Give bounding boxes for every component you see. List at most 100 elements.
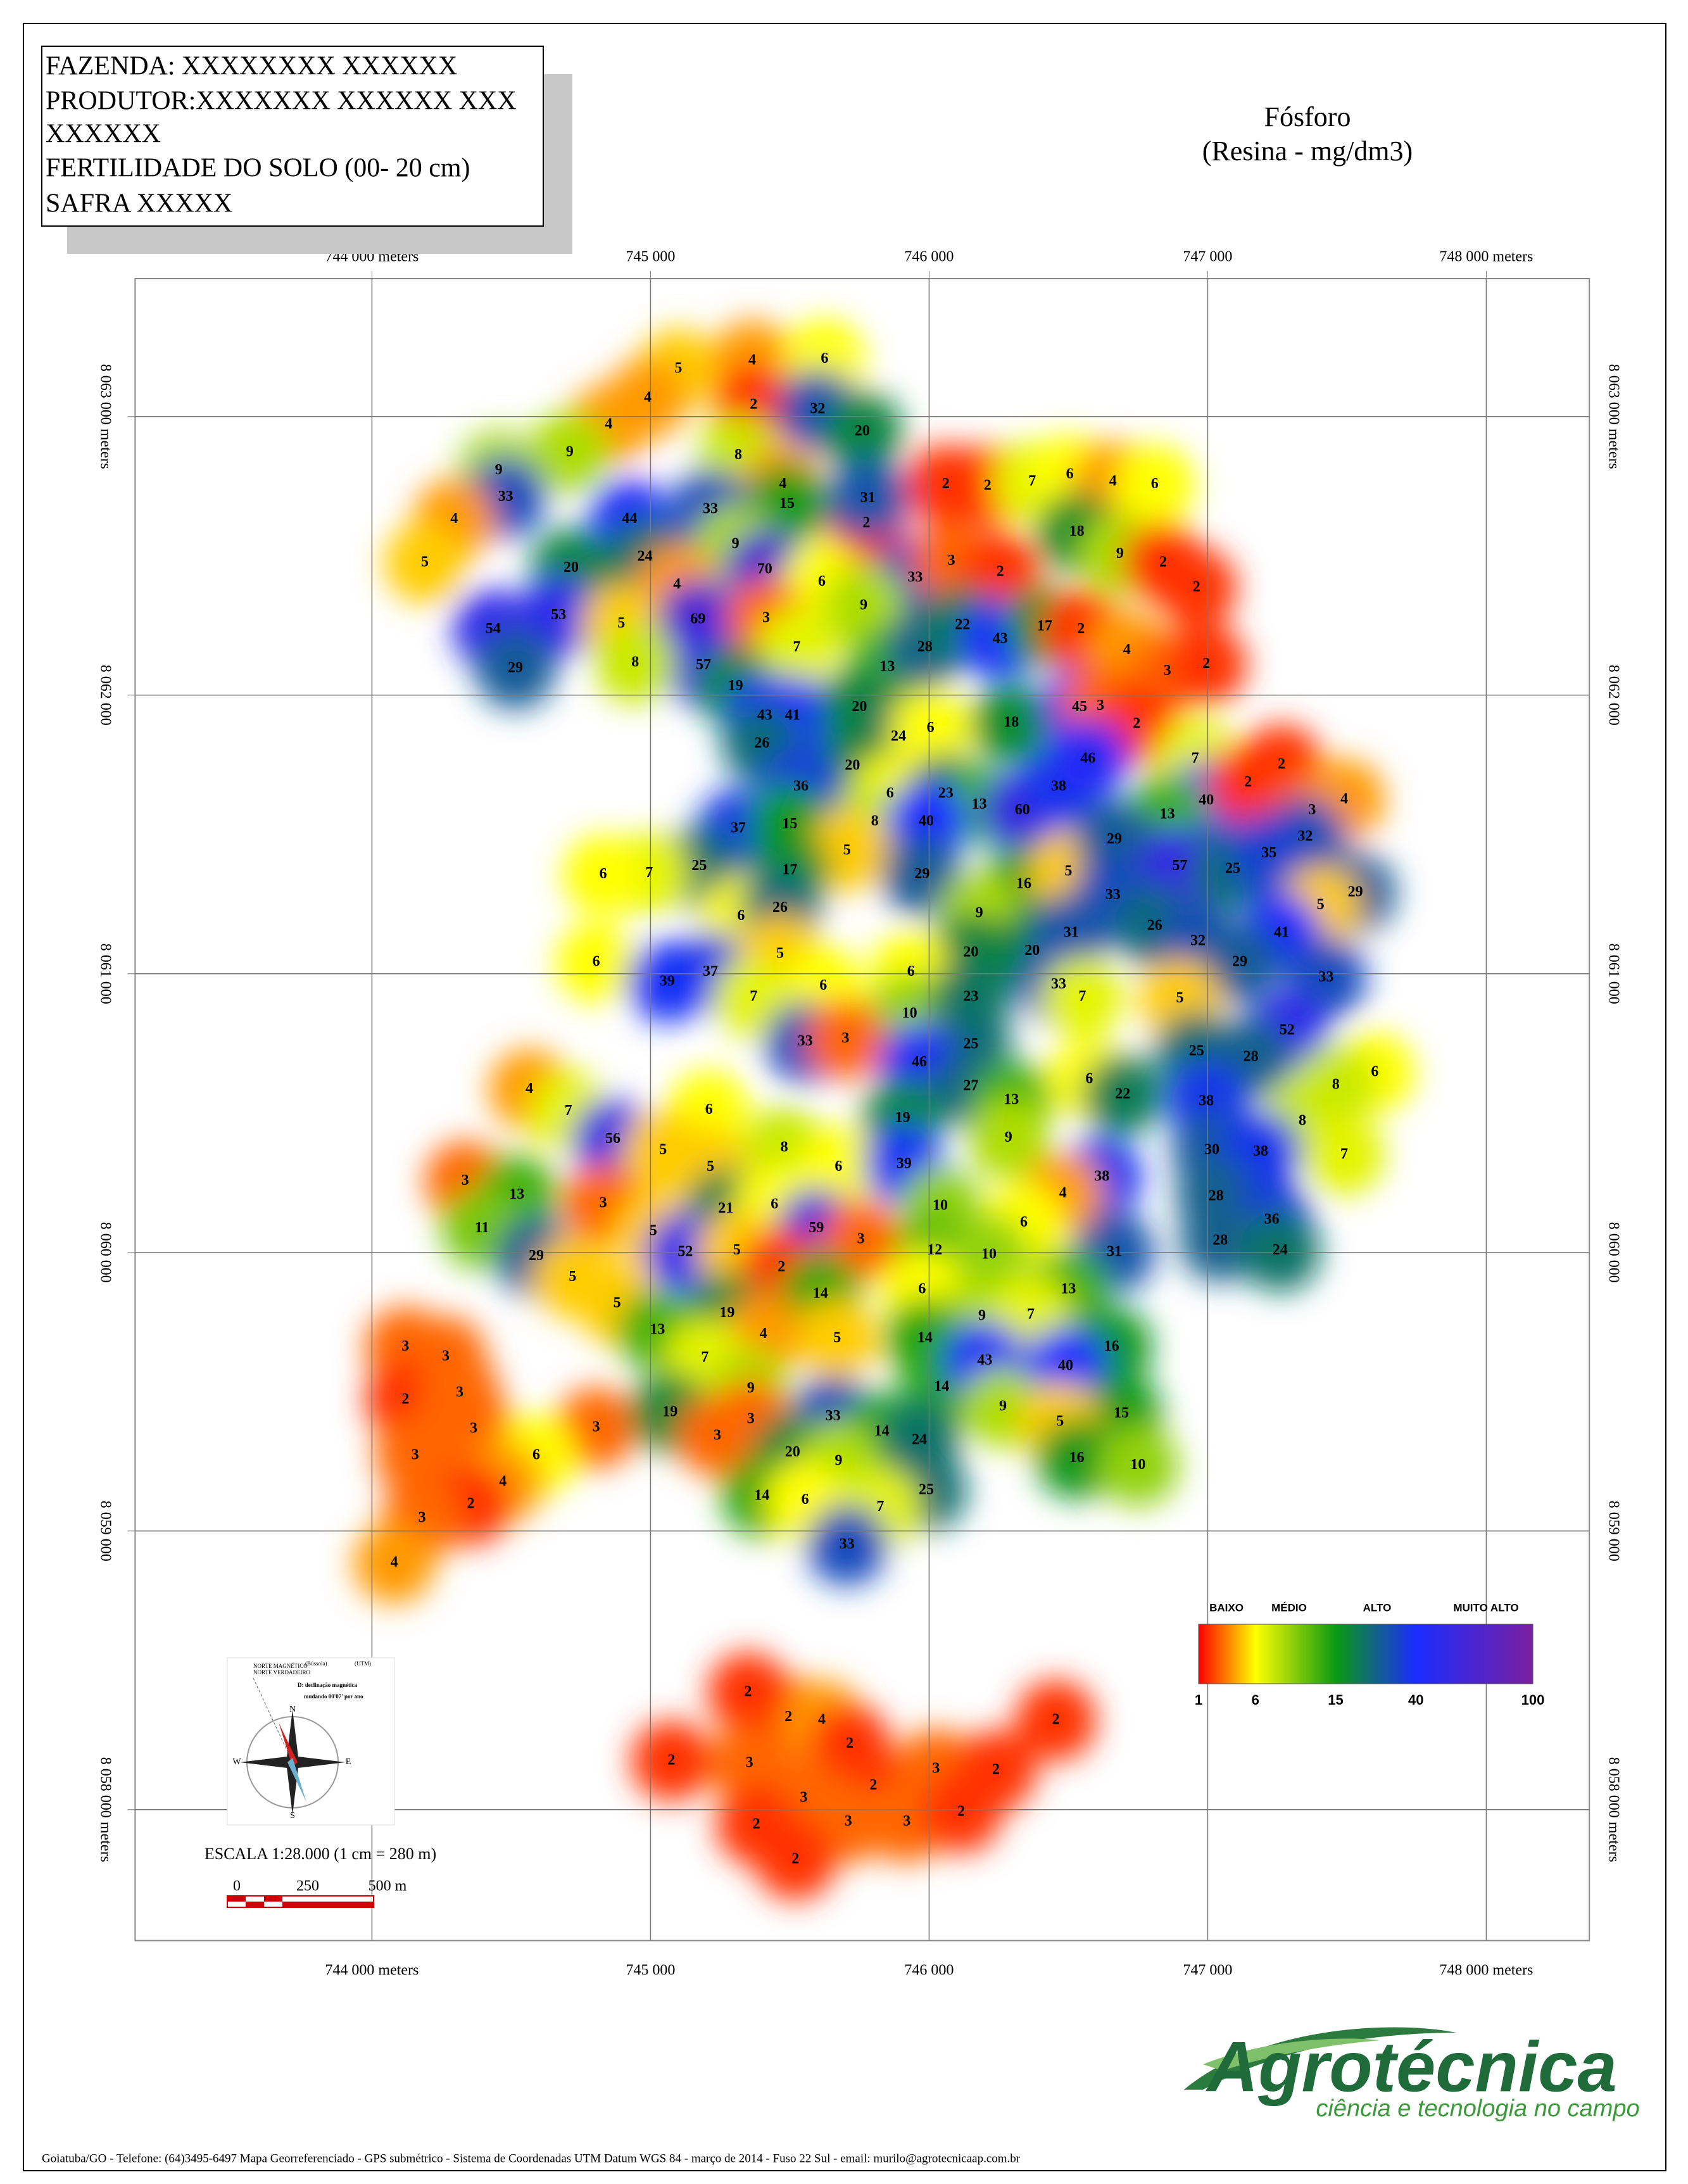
sample-value: 4 [605,416,612,432]
sample-value: 53 [551,607,566,623]
sample-value: 15 [1114,1405,1129,1422]
sample-value: 4 [779,476,786,492]
legend-value: 15 [1328,1692,1343,1708]
x-tick-label: 745 000 [626,249,675,265]
compass-label: (UTM) [355,1660,371,1667]
y-tick-label: 8 058 000 meters [97,1757,113,1862]
header-line: XXXXXX [46,120,161,149]
sample-value: 56 [605,1130,620,1147]
sample-value: 2 [784,1708,792,1725]
sample-value: 24 [912,1431,927,1448]
sample-area [823,565,904,647]
sample-value: 9 [976,905,983,921]
sample-area [374,1415,456,1496]
sample-value: 5 [650,1222,657,1239]
sample-value: 6 [818,573,826,590]
sample-value: 16 [1069,1449,1085,1466]
sample-value: 31 [1064,925,1079,941]
sample-value: 14 [874,1423,890,1439]
sample-value: 5 [843,842,851,859]
y-tick-label: 8 059 000 [97,1501,113,1562]
sample-value: 16 [1016,876,1031,892]
legend-value: 1 [1195,1692,1202,1708]
sample-value: 2 [942,476,950,492]
sample-value: 31 [1107,1243,1122,1259]
sample-value: 5 [1317,897,1325,913]
sample-area [1239,1210,1321,1292]
sample-value: 2 [846,1735,853,1752]
legend-value: 40 [1408,1692,1423,1708]
sample-value: 6 [1085,1071,1093,1087]
sample-value: 7 [750,988,757,1005]
scale-segment [282,1902,301,1907]
sample-value: 6 [1020,1214,1028,1230]
sample-area [1156,547,1237,629]
sample-value: 32 [1190,933,1206,949]
sample-value: 6 [907,963,915,980]
sample-value: 13 [972,796,987,812]
sample-value: 8 [1332,1076,1340,1092]
sample-value: 8 [1299,1113,1306,1129]
sample-value: 6 [1066,466,1074,483]
sample-area [1097,1425,1179,1506]
sample-value: 2 [1159,553,1167,570]
sample-value: 7 [1027,1306,1035,1322]
sample-value: 45 [1072,698,1087,715]
sample-value: 3 [593,1419,600,1436]
sample-value: 43 [757,707,772,723]
sample-value: 20 [845,757,860,774]
x-tick-label: 748 000 meters [1439,1962,1533,1979]
sample-value: 40 [1058,1358,1073,1374]
sample-value: 29 [529,1247,544,1264]
sample-value: 20 [1024,942,1040,959]
sample-value: 29 [1107,831,1122,847]
sample-value: 20 [564,559,579,576]
sample-value: 5 [707,1158,714,1175]
sample-value: 2 [997,564,1004,580]
sample-area [1015,1680,1097,1761]
sample-value: 10 [933,1197,948,1214]
y-tick-label: 8 058 000 meters [1605,1757,1622,1862]
sample-value: 2 [667,1752,675,1768]
sample-value: 2 [401,1391,409,1408]
sample-area [948,1215,1030,1296]
sample-value: 13 [1160,806,1175,823]
sample-value: 3 [714,1427,721,1444]
sample-area [1228,813,1310,895]
scale-segment [227,1896,246,1902]
sample-value: 33 [1318,969,1333,985]
cardinal: W [232,1757,241,1767]
sample-area [827,458,909,540]
sample-value: 31 [860,489,876,506]
sample-area [1047,719,1129,800]
sample-value: 24 [891,728,906,744]
sample-area [555,922,637,1004]
legend-bar [1198,1624,1534,1684]
sample-value: 26 [754,735,769,751]
sample-value: 6 [802,1491,809,1508]
sample-value: 57 [696,657,711,673]
sample-value: 4 [526,1080,533,1097]
sample-value: 5 [1056,1413,1064,1430]
y-tick-label: 8 062 000 [97,665,113,726]
y-tick-label: 8 061 000 [1605,944,1622,1004]
heat-layer [353,319,1416,1900]
sample-value: 18 [1069,523,1085,540]
sample-value: 14 [813,1285,828,1301]
sample-value: 4 [1123,641,1131,658]
compass-north [279,1722,298,1767]
sample-value: 2 [1202,655,1210,672]
y-tick-label: 8 060 000 [97,1222,113,1283]
sample-value: 33 [826,1408,841,1424]
sample-value: 29 [508,660,523,676]
scale-segment [246,1902,264,1907]
y-tick-label: 8 061 000 [97,944,113,1004]
sample-value: 2 [1133,716,1140,732]
sample-value: 59 [809,1220,824,1236]
y-tick-label: 8 062 000 [1605,665,1622,726]
x-tick-label: 744 000 meters [325,1962,419,1979]
compass-label: NORTE MAGNÉTICO [253,1663,308,1669]
sample-value: 3 [600,1194,607,1211]
sample-area [562,834,644,916]
